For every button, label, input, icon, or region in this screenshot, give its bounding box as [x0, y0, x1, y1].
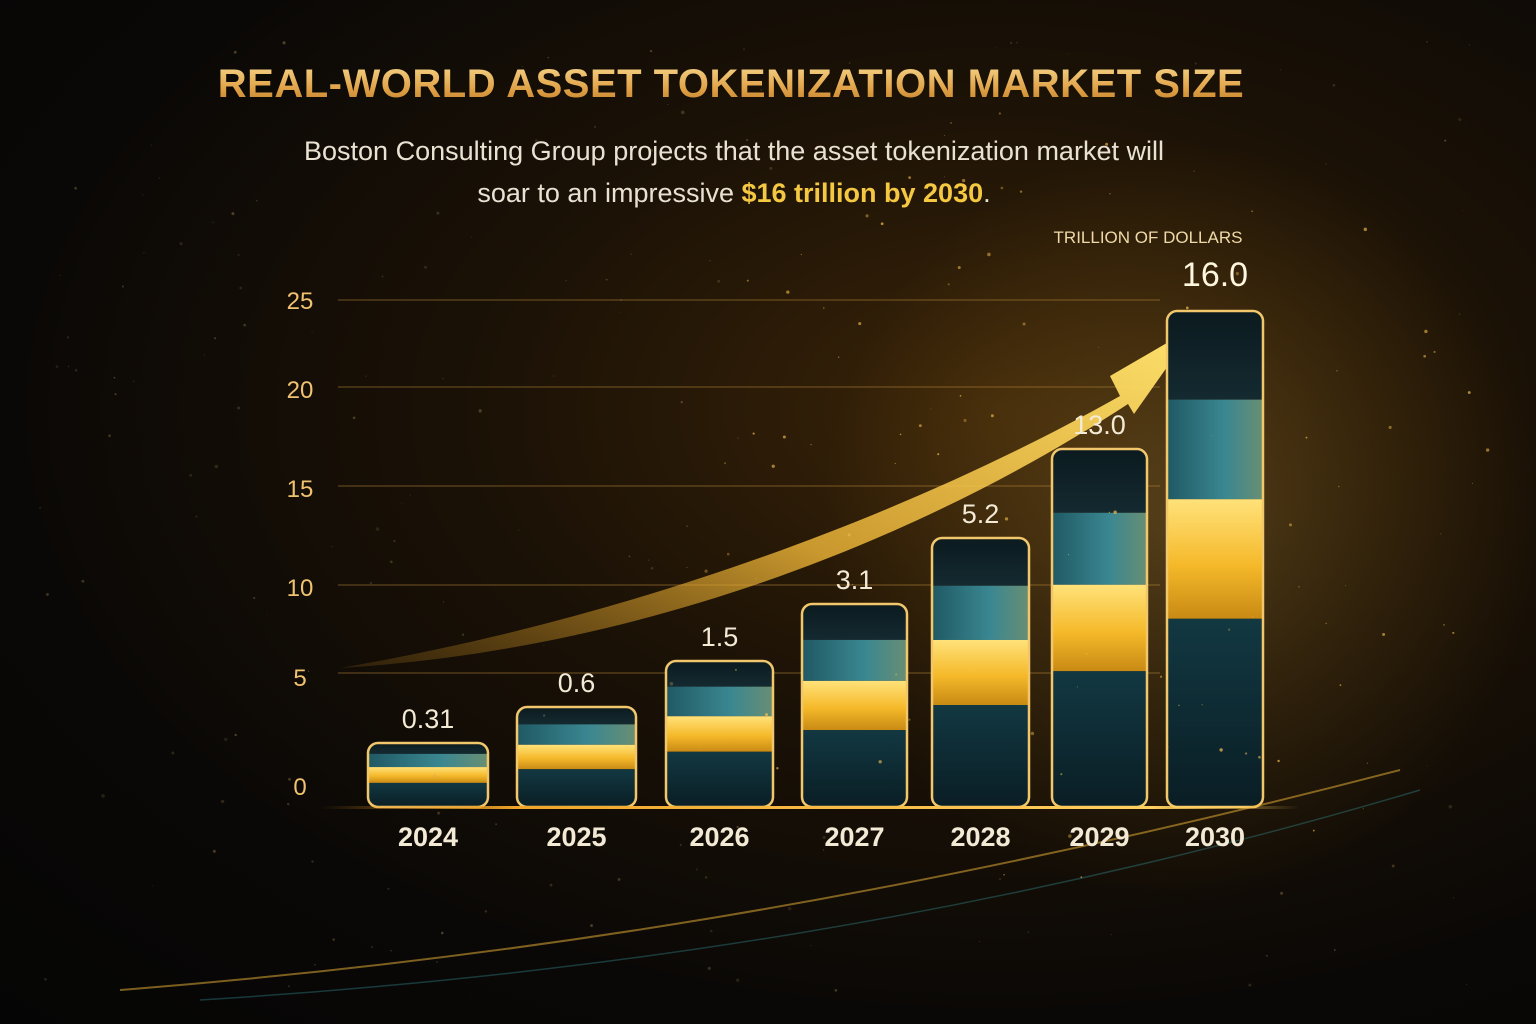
x-tick-label: 2026	[689, 822, 749, 852]
bar-2030	[1165, 309, 1265, 809]
x-tick-label: 2028	[950, 822, 1010, 852]
bars	[366, 309, 1265, 809]
bar-2029	[1050, 447, 1149, 809]
subtitle-line-2-suffix: .	[983, 178, 991, 208]
y-tick-label: 15	[287, 476, 314, 503]
bar-2027	[800, 602, 909, 809]
bar-2028	[930, 536, 1031, 809]
unit-label: TRILLION OF DOLLARS	[1054, 228, 1243, 247]
subtitle-line-1: Boston Consulting Group projects that th…	[304, 136, 1164, 166]
chart-subtitle: Boston Consulting Group projects that th…	[0, 130, 1468, 214]
x-tick-label: 2025	[546, 822, 606, 852]
data-label-2027: 3.1	[836, 565, 874, 595]
bar-2026	[664, 659, 775, 809]
data-label-2026: 1.5	[701, 622, 739, 652]
data-label-2024: 0.31	[402, 704, 455, 734]
y-tick-label: 20	[287, 377, 314, 404]
subtitle-line-2-prefix: soar to an impressive	[477, 178, 742, 208]
bar-2025	[515, 705, 638, 809]
x-tick-label: 2024	[398, 822, 458, 852]
x-tick-label: 2027	[824, 822, 884, 852]
decorative-swoosh	[119, 769, 1401, 991]
chart-title: REAL-WORLD ASSET TOKENIZATION MARKET SIZ…	[0, 62, 1462, 107]
subtitle-highlight: $16 trillion by 2030	[741, 178, 984, 208]
x-axis-baseline	[320, 806, 1300, 809]
data-label-2030: 16.0	[1182, 256, 1248, 294]
y-tick-label: 10	[287, 575, 314, 602]
bar-2024	[366, 741, 490, 809]
y-axis: 0 5 10 15 20 25	[287, 288, 314, 801]
x-tick-label: 2030	[1185, 822, 1245, 852]
sparkles	[39, 40, 1490, 1000]
data-label-2028: 5.2	[962, 499, 1000, 529]
data-label-2025: 0.6	[558, 668, 596, 698]
x-tick-label: 2029	[1069, 822, 1129, 852]
y-tick-label: 25	[287, 288, 314, 315]
data-label-2029: 13.0	[1073, 410, 1126, 440]
decorative-swoosh-teal	[199, 789, 1421, 1001]
y-tick-label: 0	[293, 774, 306, 801]
data-labels: 0.31 0.6 1.5 3.1 5.2 13.0 16.0	[402, 256, 1248, 734]
x-axis: 2024 2025 2026 2027 2028 2029 2030	[398, 822, 1245, 852]
y-tick-label: 5	[293, 665, 306, 692]
